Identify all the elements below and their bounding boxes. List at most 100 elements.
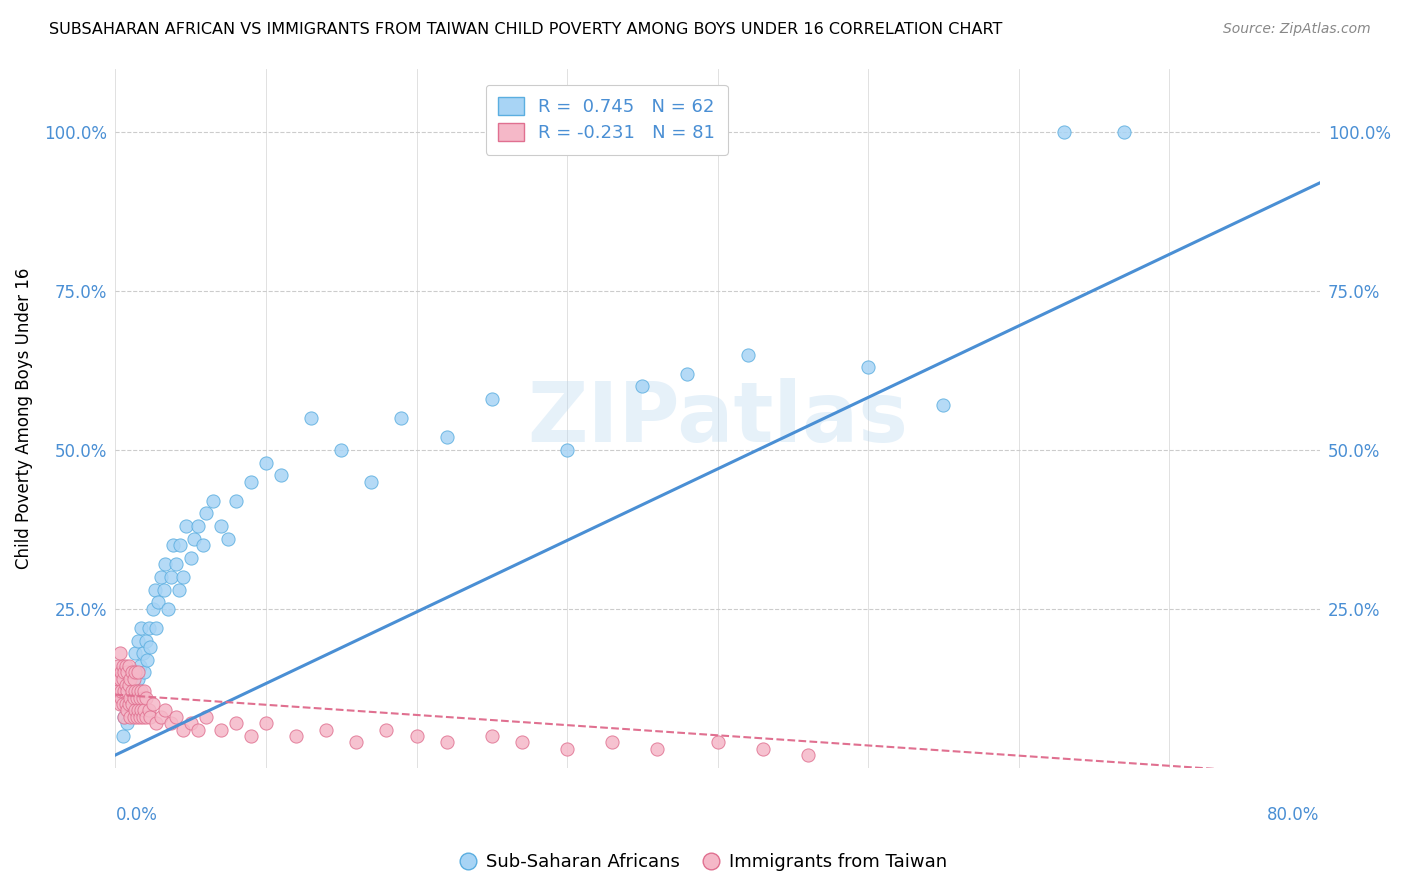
Point: [510, 735, 533, 749]
Point: [187, 723, 209, 737]
Point: [110, 665, 132, 680]
Point: [330, 442, 353, 457]
Point: [132, 665, 155, 680]
Point: [115, 697, 138, 711]
Point: [124, 704, 146, 718]
Point: [194, 710, 217, 724]
Point: [172, 723, 194, 737]
Point: [120, 665, 142, 680]
Point: [856, 360, 879, 375]
Point: [138, 704, 160, 718]
Point: [117, 704, 139, 718]
Point: [118, 697, 141, 711]
Point: [299, 411, 322, 425]
Point: [111, 672, 134, 686]
Point: [129, 621, 152, 635]
Point: [139, 710, 162, 724]
Point: [120, 704, 142, 718]
Point: [128, 659, 150, 673]
Point: [217, 532, 239, 546]
Point: [143, 582, 166, 597]
Point: [114, 665, 136, 680]
Point: [124, 665, 146, 680]
Point: [128, 710, 150, 724]
Point: [285, 729, 308, 743]
Point: [135, 690, 157, 705]
Point: [118, 678, 141, 692]
Legend: Sub-Saharan Africans, Immigrants from Taiwan: Sub-Saharan Africans, Immigrants from Ta…: [451, 847, 955, 879]
Point: [555, 442, 578, 457]
Point: [121, 697, 143, 711]
Point: [631, 379, 654, 393]
Point: [146, 595, 169, 609]
Point: [149, 570, 172, 584]
Point: [676, 367, 699, 381]
Point: [254, 456, 277, 470]
Point: [114, 684, 136, 698]
Point: [737, 347, 759, 361]
Point: [157, 602, 180, 616]
Point: [172, 570, 194, 584]
Point: [436, 430, 458, 444]
Point: [167, 582, 190, 597]
Point: [107, 684, 129, 698]
Point: [135, 710, 157, 724]
Text: SUBSAHARAN AFRICAN VS IMMIGRANTS FROM TAIWAN CHILD POVERTY AMONG BOYS UNDER 16 C: SUBSAHARAN AFRICAN VS IMMIGRANTS FROM TA…: [49, 22, 1002, 37]
Point: [600, 735, 623, 749]
Point: [647, 741, 669, 756]
Point: [110, 690, 132, 705]
Point: [125, 690, 148, 705]
Point: [1112, 125, 1135, 139]
Text: ZIPatlas: ZIPatlas: [527, 377, 908, 458]
Point: [135, 633, 157, 648]
Point: [139, 640, 162, 654]
Point: [127, 684, 149, 698]
Point: [121, 665, 143, 680]
Point: [120, 710, 142, 724]
Point: [124, 646, 146, 660]
Point: [111, 697, 134, 711]
Point: [118, 684, 141, 698]
Point: [225, 493, 247, 508]
Point: [110, 684, 132, 698]
Y-axis label: Child Poverty Among Boys Under 16: Child Poverty Among Boys Under 16: [15, 268, 32, 569]
Point: [132, 684, 155, 698]
Point: [315, 723, 337, 737]
Point: [115, 697, 138, 711]
Point: [191, 538, 214, 552]
Point: [115, 678, 138, 692]
Point: [149, 710, 172, 724]
Point: [127, 633, 149, 648]
Point: [239, 729, 262, 743]
Point: [344, 735, 367, 749]
Point: [117, 684, 139, 698]
Point: [160, 716, 183, 731]
Point: [132, 704, 155, 718]
Point: [105, 672, 128, 686]
Point: [131, 690, 153, 705]
Point: [160, 570, 183, 584]
Text: 80.0%: 80.0%: [1267, 806, 1320, 824]
Point: [125, 710, 148, 724]
Point: [145, 716, 167, 731]
Point: [122, 710, 145, 724]
Point: [183, 532, 205, 546]
Point: [153, 558, 176, 572]
Point: [202, 493, 225, 508]
Legend: R =  0.745   N = 62, R = -0.231   N = 81: R = 0.745 N = 62, R = -0.231 N = 81: [485, 85, 728, 154]
Point: [142, 697, 165, 711]
Point: [174, 519, 197, 533]
Point: [114, 710, 136, 724]
Point: [111, 729, 134, 743]
Point: [180, 716, 202, 731]
Point: [114, 710, 136, 724]
Point: [436, 735, 458, 749]
Point: [138, 621, 160, 635]
Point: [751, 741, 773, 756]
Point: [115, 659, 138, 673]
Point: [165, 710, 187, 724]
Point: [145, 621, 167, 635]
Point: [108, 672, 131, 686]
Point: [108, 646, 131, 660]
Point: [122, 678, 145, 692]
